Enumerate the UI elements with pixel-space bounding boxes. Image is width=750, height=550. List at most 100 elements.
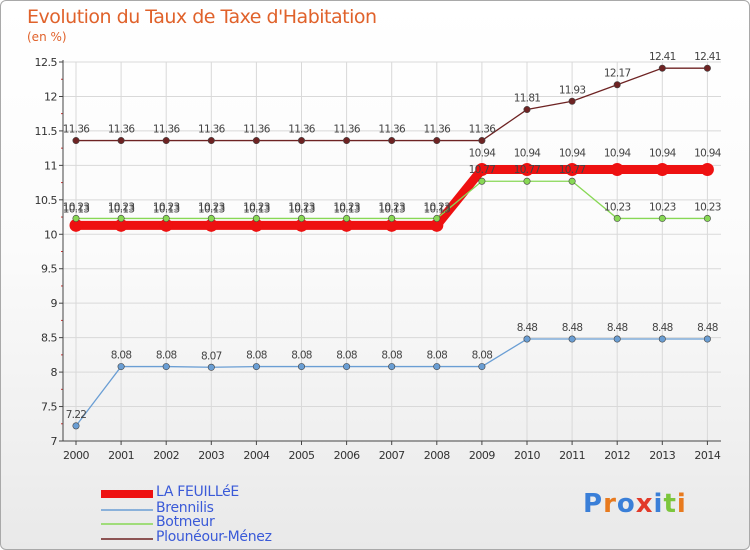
data-label: 10.94 bbox=[514, 147, 542, 159]
data-label: 10.13 bbox=[333, 203, 360, 215]
series-0-point bbox=[700, 162, 714, 176]
data-label: 10.13 bbox=[153, 203, 180, 215]
series-0-point bbox=[475, 162, 489, 176]
data-label: 11.36 bbox=[108, 124, 136, 136]
data-label: 10.23 bbox=[198, 201, 225, 213]
series-2-point bbox=[252, 214, 260, 222]
data-label: 10.77 bbox=[559, 164, 586, 176]
data-label: 11.36 bbox=[153, 124, 181, 136]
series-1-point bbox=[568, 335, 576, 343]
data-label: 11.36 bbox=[198, 124, 226, 136]
logo-letter: i bbox=[676, 489, 687, 519]
series-0-point bbox=[249, 218, 263, 232]
data-label: 8.48 bbox=[697, 322, 718, 334]
series-2-point bbox=[72, 214, 80, 222]
data-label: 10.94 bbox=[559, 147, 587, 159]
data-label: 10.23 bbox=[243, 201, 270, 213]
series-0-point bbox=[520, 162, 534, 176]
data-label: 8.08 bbox=[472, 350, 493, 362]
series-1-point bbox=[117, 363, 125, 371]
series-3-point bbox=[568, 97, 576, 105]
series-layer bbox=[69, 64, 714, 430]
series-1-point bbox=[72, 422, 80, 430]
series-3-point bbox=[162, 137, 170, 145]
y-tick-label: 10 bbox=[44, 228, 57, 241]
series-2-point bbox=[207, 214, 215, 222]
y-tick-label: 8 bbox=[51, 366, 58, 379]
series-2-point bbox=[343, 214, 351, 222]
y-tick-label: 11 bbox=[44, 159, 57, 172]
data-label: 10.23 bbox=[108, 201, 135, 213]
logo-letter: P bbox=[583, 489, 604, 519]
data-label: 10.94 bbox=[604, 147, 632, 159]
series-2-point bbox=[162, 214, 170, 222]
data-label: 8.08 bbox=[427, 350, 448, 362]
series-3-point bbox=[388, 137, 396, 145]
data-label: 7.22 bbox=[66, 409, 87, 421]
series-1-point bbox=[297, 363, 305, 371]
data-label: 11.36 bbox=[288, 124, 316, 136]
data-label: 10.77 bbox=[514, 164, 541, 176]
data-label: 12.41 bbox=[694, 51, 721, 63]
logo-letter: t bbox=[663, 489, 677, 519]
series-1-point bbox=[523, 335, 531, 343]
data-label: 10.23 bbox=[694, 201, 721, 213]
series-3-point bbox=[72, 137, 80, 145]
series-0-point bbox=[114, 218, 128, 232]
series-2-point bbox=[117, 214, 125, 222]
series-1-point bbox=[478, 363, 486, 371]
series-3-point bbox=[207, 137, 215, 145]
series-3-point bbox=[478, 137, 486, 145]
series-2-point bbox=[433, 214, 441, 222]
y-tick-label: 10.5 bbox=[35, 194, 58, 207]
series-1-point bbox=[613, 335, 621, 343]
x-tick-label: 2003 bbox=[198, 449, 224, 462]
data-label: 10.23 bbox=[424, 201, 451, 213]
data-label: 10.13 bbox=[63, 203, 90, 215]
series-3-point bbox=[613, 81, 621, 89]
series-3-point bbox=[703, 64, 711, 72]
data-label: 10.23 bbox=[649, 201, 676, 213]
legend-swatch-plouneour-menez bbox=[101, 538, 153, 540]
series-0-point bbox=[655, 162, 669, 176]
x-tick-label: 2012 bbox=[604, 449, 630, 462]
series-2-point bbox=[523, 177, 531, 185]
data-label: 10.13 bbox=[378, 203, 405, 215]
series-2-point bbox=[388, 214, 396, 222]
data-label: 10.23 bbox=[333, 201, 360, 213]
legend-label-plouneour-menez: Plounéour-Ménez bbox=[156, 529, 272, 545]
x-tick-label: 2005 bbox=[289, 449, 315, 462]
x-tick-label: 2000 bbox=[63, 449, 89, 462]
series-3-point bbox=[297, 137, 305, 145]
y-tick-label: 7.5 bbox=[41, 401, 57, 414]
data-label: 10.13 bbox=[288, 203, 315, 215]
y-tick-label: 8.5 bbox=[41, 332, 57, 345]
data-label: 10.77 bbox=[469, 164, 496, 176]
y-tick-label: 9.5 bbox=[41, 263, 57, 276]
data-label: 10.23 bbox=[378, 201, 405, 213]
x-tick-label: 2006 bbox=[334, 449, 360, 462]
series-0-point bbox=[565, 162, 579, 176]
series-2-point bbox=[703, 214, 711, 222]
series-3-point bbox=[658, 64, 666, 72]
legend-swatch-botmeur bbox=[101, 523, 153, 525]
series-2-point bbox=[297, 214, 305, 222]
data-label: 11.36 bbox=[63, 124, 91, 136]
data-label: 10.13 bbox=[198, 203, 225, 215]
series-3-point bbox=[252, 137, 260, 145]
data-label: 11.81 bbox=[514, 93, 541, 105]
data-label: 8.08 bbox=[111, 350, 132, 362]
series-3-point bbox=[433, 137, 441, 145]
x-tick-label: 2014 bbox=[694, 449, 720, 462]
series-1-point bbox=[343, 363, 351, 371]
data-label: 10.13 bbox=[424, 203, 451, 215]
data-label: 10.94 bbox=[469, 147, 497, 159]
data-label: 11.36 bbox=[424, 124, 452, 136]
chart-subtitle: (en %) bbox=[27, 30, 67, 44]
series-0-point bbox=[430, 218, 444, 232]
series-1-point bbox=[658, 335, 666, 343]
x-tick-label: 2009 bbox=[469, 449, 495, 462]
data-label: 10.23 bbox=[288, 201, 315, 213]
